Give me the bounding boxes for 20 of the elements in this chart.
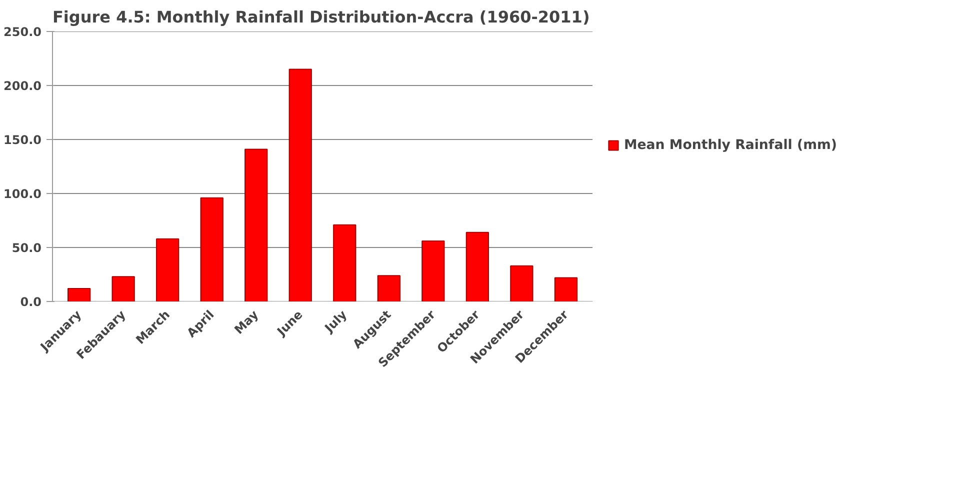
bar	[466, 232, 489, 302]
chart-title: Figure 4.5: Monthly Rainfall Distribution-Accra (1960-2011)	[52, 8, 590, 26]
bar	[333, 224, 356, 302]
bar	[510, 265, 534, 302]
bar	[422, 240, 445, 302]
bar	[288, 68, 312, 302]
bar	[554, 277, 578, 302]
y-tick-label: 150.0	[4, 133, 42, 147]
bar	[67, 288, 91, 302]
bar	[200, 197, 224, 302]
bar	[156, 238, 180, 302]
y-tick-label: 50.0	[12, 241, 42, 255]
y-tick-label: 100.0	[4, 187, 42, 201]
y-tick-label: 250.0	[4, 25, 42, 39]
bar	[112, 276, 135, 302]
bar	[377, 275, 400, 302]
y-tick-label: 0.0	[20, 295, 42, 309]
legend-label: Mean Monthly Rainfall (mm)	[624, 138, 837, 152]
y-tick-label: 200.0	[4, 79, 42, 93]
bar	[244, 148, 268, 302]
